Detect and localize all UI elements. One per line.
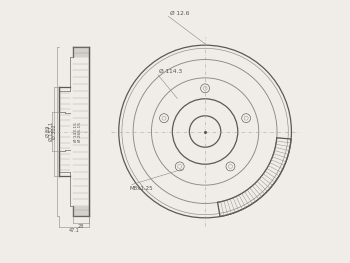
- Text: Ø 69: Ø 69: [46, 126, 51, 137]
- Text: Ø 143.15: Ø 143.15: [74, 122, 78, 141]
- Text: Ø 114.3: Ø 114.3: [159, 69, 182, 74]
- Text: Ø 302: Ø 302: [52, 124, 57, 139]
- Text: 47.1: 47.1: [68, 228, 79, 233]
- Text: Ø 12.6: Ø 12.6: [170, 11, 189, 16]
- Text: 28: 28: [78, 224, 84, 229]
- Text: Ø 265.15: Ø 265.15: [78, 122, 82, 141]
- Text: M8x1.25: M8x1.25: [130, 186, 153, 191]
- Text: Ø 157.1: Ø 157.1: [49, 122, 54, 141]
